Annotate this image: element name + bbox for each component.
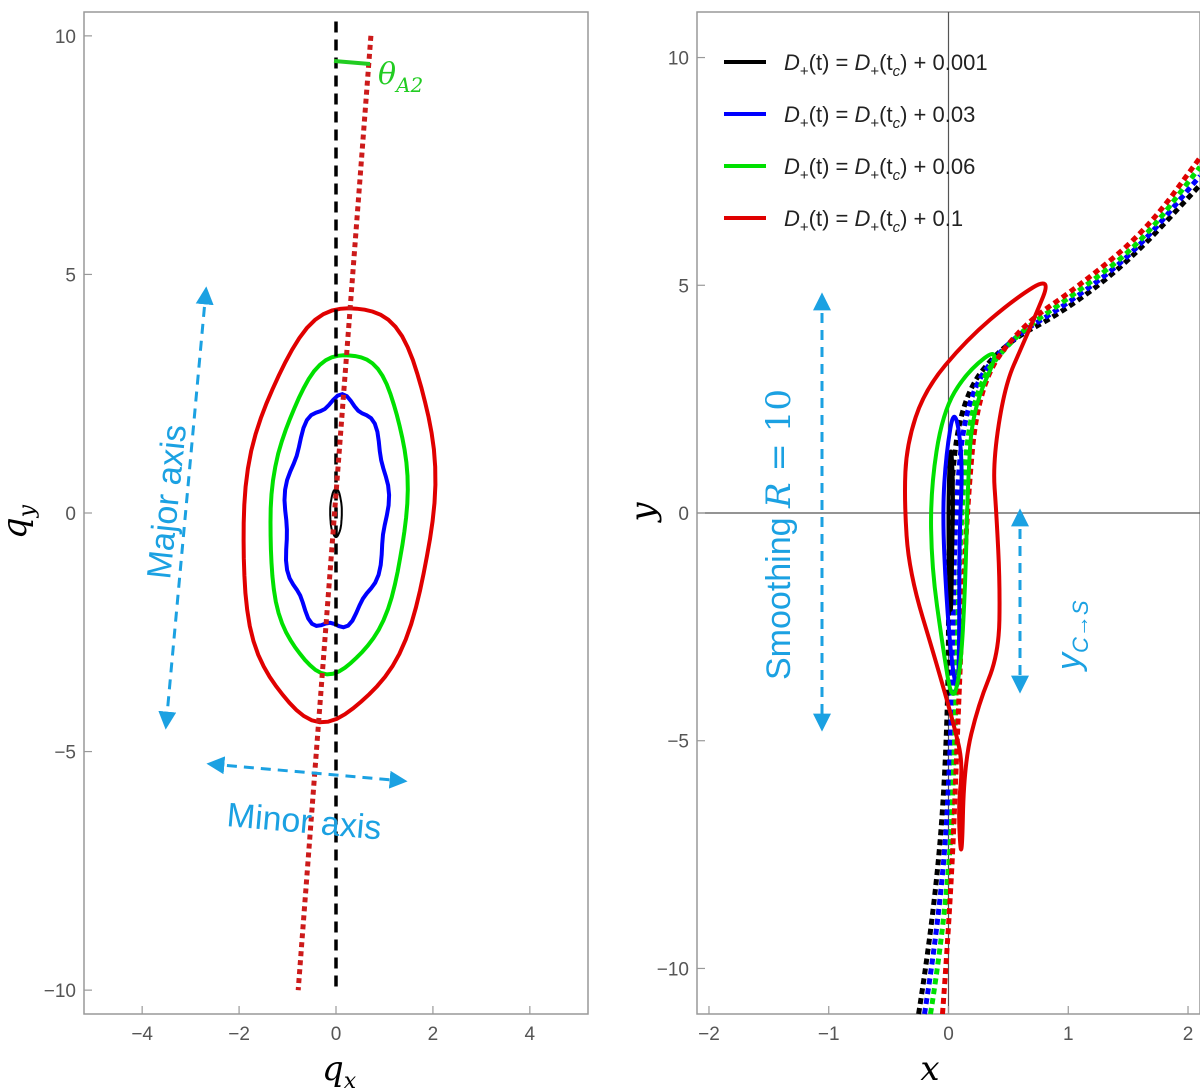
right-ytick-label: 0 [678, 504, 689, 525]
left-xtick-label: −4 [131, 1024, 153, 1045]
contour-black [329, 488, 343, 539]
right-xtick-label: 2 [1183, 1024, 1194, 1045]
smoothing-label: Smoothing R = 10 [759, 389, 799, 680]
legend-label: D+(t) = D+(tc) + 0.06 [784, 154, 975, 184]
right-xtick-label: 0 [943, 1024, 954, 1045]
right-ytick-label: 10 [668, 49, 689, 70]
left-xlabel: qx [322, 1049, 357, 1090]
trajectory-black [916, 183, 1200, 1015]
left-axis-ticks: −4 −2 0 2 4 −10 −5 0 5 10 [44, 27, 536, 1045]
left-ytick-label: 5 [65, 265, 76, 286]
theta-symbol: θ [378, 57, 396, 92]
contour-green [268, 353, 410, 677]
left-xtick-label: 2 [428, 1024, 439, 1045]
left-ytick-label: 10 [55, 27, 76, 48]
contour-red [903, 281, 1048, 852]
theta-subscript: A2 [394, 73, 423, 97]
major-axis-arrow [158, 286, 214, 730]
right-ytick-label: 5 [678, 276, 689, 297]
contour-green [929, 352, 997, 696]
tilted-axis-line [295, 35, 374, 991]
right-xlabel: x [920, 1049, 939, 1089]
left-contours [241, 306, 438, 725]
left-reference-lines [295, 21, 374, 991]
legend-label: D+(t) = D+(tc) + 0.03 [784, 102, 975, 132]
left-ylabel-base: q [0, 517, 35, 539]
legend-entry: D+(t) = D+(tc) + 0.1 [724, 206, 963, 236]
right-contours [903, 281, 1048, 852]
trajectory-red [940, 156, 1200, 1015]
left-ylabel: qy [0, 504, 40, 539]
left-xtick-label: 4 [525, 1024, 536, 1045]
right-xtick-label: −1 [818, 1024, 840, 1045]
left-ytick-label: −5 [54, 743, 76, 764]
legend-label: D+(t) = D+(tc) + 0.001 [784, 50, 988, 80]
contour-red [241, 306, 438, 725]
left-ylabel-sub: y [15, 504, 40, 518]
left-ytick-label: −10 [44, 981, 76, 1002]
left-panel: −4 −2 0 2 4 −10 −5 0 5 10 θA2 Major axis Minor ax… [0, 11, 589, 1090]
legend-entry: D+(t) = D+(tc) + 0.03 [724, 102, 975, 132]
left-xtick-label: 0 [331, 1024, 342, 1045]
legend-entry: D+(t) = D+(tc) + 0.06 [724, 154, 975, 184]
theta-label: θA2 [378, 57, 423, 97]
contour-blue [282, 391, 392, 630]
right-xtick-label: −2 [698, 1024, 720, 1045]
left-ytick-label: 0 [65, 504, 76, 525]
minor-axis-arrow [206, 756, 408, 789]
right-ytick-label: −5 [667, 732, 689, 753]
left-xtick-label: −2 [228, 1024, 250, 1045]
right-ytick-label: −10 [657, 959, 689, 980]
legend-label: D+(t) = D+(tc) + 0.1 [784, 206, 963, 236]
minor-axis-label: Minor axis [225, 796, 383, 847]
ycs-label: yC→S [1050, 600, 1093, 672]
contour-blue [941, 414, 964, 688]
right-ylabel: y [623, 502, 663, 524]
major-axis-label: Major axis [140, 423, 194, 581]
contour-black [946, 449, 955, 612]
right-xtick-label: 1 [1063, 1024, 1074, 1045]
theta-marker-line [333, 59, 371, 66]
legend: D+(t) = D+(tc) + 0.001 D+(t) = D+(tc) + 0… [724, 50, 988, 236]
legend-entry: D+(t) = D+(tc) + 0.001 [724, 50, 988, 80]
